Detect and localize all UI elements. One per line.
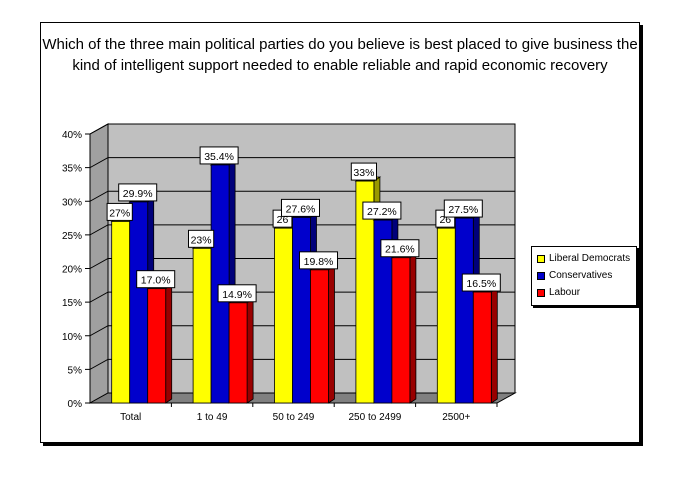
legend-item-liberal-democrats: Liberal Democrats [537,252,630,265]
bar-side-labour-50-to-249 [328,265,335,404]
x-tick-label: 1 to 49 [197,412,228,423]
legend-swatch-labour [537,288,545,297]
data-label-conservatives-250-to-2499: 27.2% [367,206,397,218]
bar-side-labour-250-to-2499 [409,252,417,404]
data-label-conservatives-total: 29.9% [123,188,153,200]
bar-labour-1-to-49 [228,302,248,404]
data-label-conservatives-1-to-49: 35.4% [204,151,234,163]
data-label-box-conservatives-50-to-249 [281,198,320,217]
data-label-liberal-democrats-2500: 26 [439,214,451,226]
bar-side-labour-2500 [490,287,498,404]
x-tick-label: 2500+ [442,412,470,423]
chart-title: Which of the three main political partie… [42,36,638,74]
data-label-box-liberal-democrats-250-to-2499 [350,162,377,181]
data-label-box-conservatives-total [118,183,158,202]
y-tick-label: 10% [62,332,82,343]
data-label-labour-250-to-2499: 21.6% [385,244,415,256]
data-label-box-labour-50-to-249 [299,251,338,270]
bar-liberal-democrats-1-to-49 [192,247,212,404]
legend-label-conservatives: Conservatives [549,270,613,281]
data-label-liberal-democrats-50-to-249: 26 [277,214,289,226]
data-label-liberal-democrats-total: 27% [109,207,130,219]
data-label-conservatives-2500: 27.5% [448,204,478,216]
data-label-labour-2500: 16.5% [466,278,496,290]
y-tick-label: 0% [68,399,83,410]
data-label-box-labour-total [136,270,176,289]
data-label-liberal-democrats-1-to-49: 23% [191,234,212,246]
x-tick-label: Total [120,412,141,423]
data-label-box-conservatives-2500 [443,199,483,218]
bar-labour-50-to-249 [310,269,329,404]
gridline [89,157,515,169]
data-label-box-labour-250-to-2499 [380,239,420,258]
y-tick-label: 20% [62,265,82,276]
bar-conservatives-total [129,201,149,404]
data-label-box-liberal-democrats-total [106,202,133,221]
bar-liberal-democrats-total [111,221,131,404]
y-tick-label: 40% [62,130,82,141]
legend-label-liberal-democrats: Liberal Democrats [549,253,631,264]
x-tick-label: 50 to 249 [273,412,315,423]
legend-item-labour: Labour [537,286,580,299]
legend-swatch-liberal-democrats [537,254,545,263]
data-label-box-conservatives-250-to-2499 [362,201,402,220]
data-label-box-conservatives-1-to-49 [199,146,239,165]
y-tick-label: 25% [62,231,82,242]
y-tick-label: 15% [62,298,82,309]
data-label-conservatives-50-to-249: 27.6% [286,203,316,215]
bar-labour-250-to-2499 [391,257,411,404]
bar-conservatives-1-to-49 [210,164,230,404]
x-tick-label: 250 to 2499 [348,412,401,423]
y-tick-label: 35% [62,164,82,175]
bar-labour-total [147,288,167,404]
bar-side-labour-1-to-49 [246,298,254,404]
data-label-liberal-democrats-250-to-2499: 33% [353,167,374,179]
data-label-box-labour-1-to-49 [217,284,257,303]
legend-item-conservatives: Conservatives [537,269,612,282]
bar-conservatives-50-to-249 [292,216,311,404]
y-tick-label: 30% [62,197,82,208]
legend-swatch-conservatives [537,271,545,280]
data-label-box-liberal-democrats-1-to-49 [188,229,215,248]
bar-side-labour-total [165,283,173,404]
gridline [89,123,515,135]
data-label-labour-total: 17.0% [141,275,171,287]
data-label-labour-50-to-249: 19.8% [304,256,334,268]
data-label-labour-1-to-49: 14.9% [222,289,252,301]
bar-liberal-democrats-2500 [436,227,456,404]
y-tick-label: 5% [68,365,83,376]
bar-liberal-democrats-50-to-249 [274,227,293,404]
bar-labour-2500 [472,291,492,404]
legend-label-labour: Labour [549,287,581,298]
bar-conservatives-2500 [454,217,474,404]
data-label-box-labour-2500 [461,273,501,292]
chart-legend: Liberal Democrats Conservatives Labour [531,246,637,306]
